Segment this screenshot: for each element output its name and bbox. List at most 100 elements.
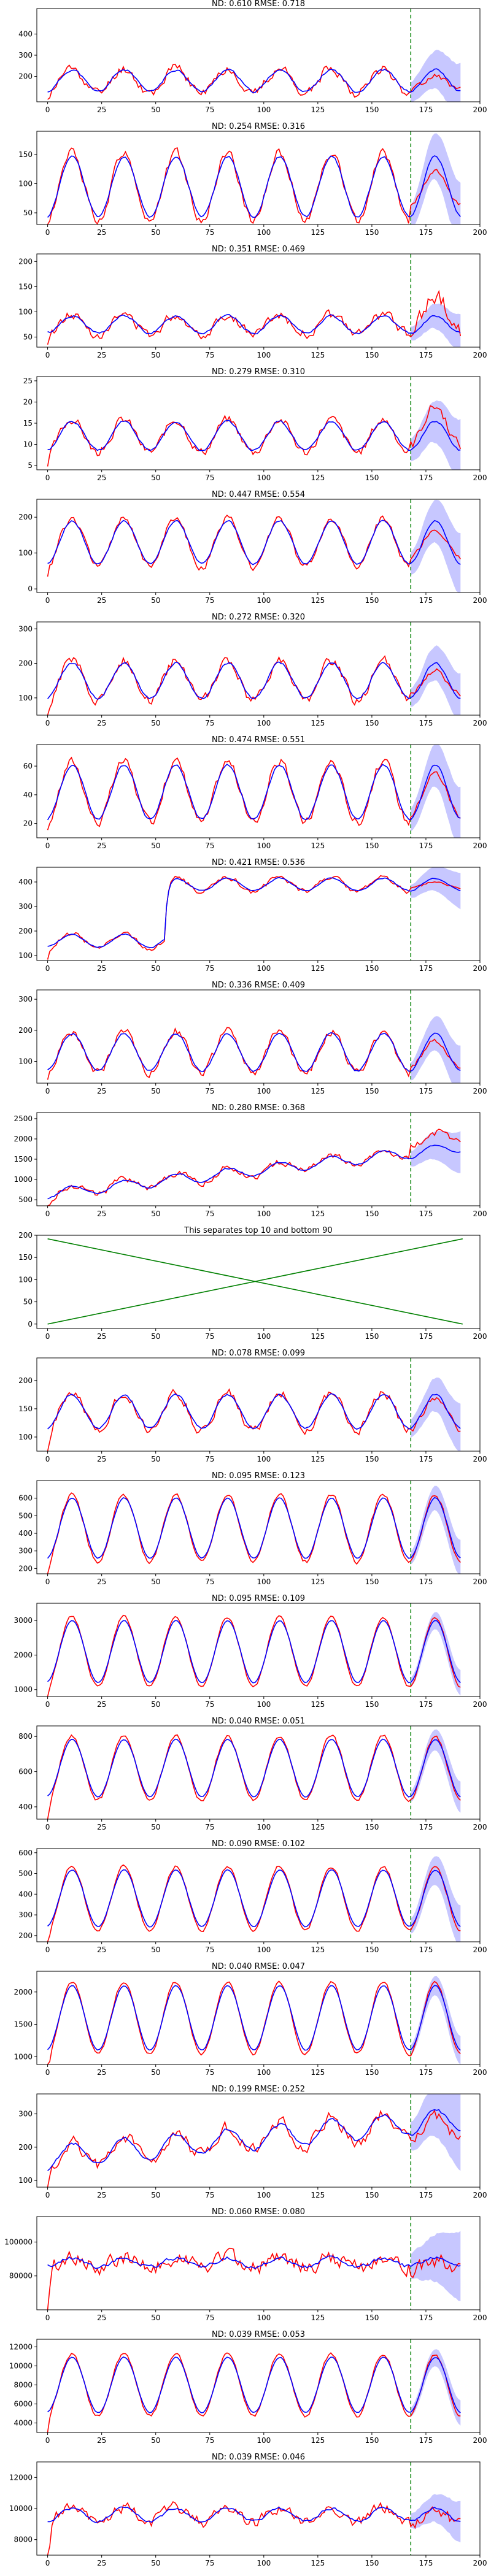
x-tick-label: 0 <box>45 1209 50 1218</box>
x-tick-label: 25 <box>97 2559 106 2567</box>
x-tick-label: 50 <box>151 1332 160 1341</box>
chart-panel-16: ND: 0.090 RMSE: 0.102 0 25 50 75 100 125 150 175… <box>18 1840 487 1954</box>
x-tick-label: 200 <box>473 1577 487 1586</box>
x-tick-label: 100 <box>257 351 271 359</box>
prediction-interval-band <box>411 400 461 470</box>
x-tick-label: 50 <box>151 964 160 973</box>
x-tick-label: 125 <box>311 2436 325 2445</box>
x-tick-label: 0 <box>45 1332 50 1341</box>
x-tick-label: 75 <box>205 1087 214 1095</box>
y-tick-label: 50 <box>23 209 33 217</box>
x-tick-label: 75 <box>205 1209 214 1218</box>
chart-panel-3: ND: 0.351 RMSE: 0.469 0 25 50 75 100 125 150 175… <box>18 245 487 359</box>
x-tick-label: 175 <box>419 105 433 114</box>
x-tick-label: 200 <box>473 1209 487 1218</box>
x-tick-label: 200 <box>473 2436 487 2445</box>
x-tick-label: 0 <box>45 2559 50 2567</box>
prediction-interval-band <box>411 1612 461 1696</box>
plot-frame <box>36 621 481 716</box>
chart-panel-9: ND: 0.336 RMSE: 0.409 0 25 50 75 100 125 150 175… <box>18 981 487 1095</box>
x-tick-label: 100 <box>257 2559 271 2567</box>
chart-title: ND: 0.060 RMSE: 0.080 <box>212 2208 305 2217</box>
chart-panel-20: ND: 0.039 RMSE: 0.053 0 25 50 75 100 125 150 175… <box>9 2331 487 2445</box>
actual-series-line <box>47 1388 461 1452</box>
y-tick-label: 300 <box>18 51 33 59</box>
y-tick-label: 2000 <box>14 1650 33 1659</box>
x-tick-label: 25 <box>97 596 106 605</box>
y-tick-label: 100 <box>18 1057 33 1066</box>
plot-frame <box>36 499 481 593</box>
x-tick-label: 0 <box>45 2436 50 2445</box>
y-tick-label: 500 <box>18 1511 33 1520</box>
chart-title: ND: 0.039 RMSE: 0.053 <box>212 2331 305 2339</box>
x-tick-label: 25 <box>97 1700 106 1709</box>
x-tick-label: 75 <box>205 1700 214 1709</box>
x-tick-label: 0 <box>45 719 50 727</box>
x-tick-label: 100 <box>257 1823 271 1831</box>
prediction-interval-band <box>411 2094 461 2171</box>
y-tick-label: 100 <box>18 1433 33 1441</box>
y-tick-label: 10000 <box>9 2504 33 2513</box>
y-tick-label: 80000 <box>9 2272 33 2280</box>
x-tick-label: 125 <box>311 2559 325 2567</box>
chart-panel-11: This separates top 10 and bottom 90 0 25 50… <box>18 1227 487 1341</box>
x-tick-label: 25 <box>97 1577 106 1586</box>
x-tick-label: 175 <box>419 1700 433 1709</box>
y-tick-label: 400 <box>18 29 33 38</box>
y-tick-label: 60 <box>23 762 33 770</box>
x-tick-label: 50 <box>151 2068 160 2077</box>
x-tick-label: 150 <box>365 964 379 973</box>
chart-panel-15: ND: 0.040 RMSE: 0.051 0 25 50 75 100 125 150 175… <box>18 1717 487 1831</box>
y-tick-label: 200 <box>18 1564 33 1573</box>
x-tick-label: 200 <box>473 841 487 850</box>
x-tick-label: 125 <box>311 1455 325 1463</box>
x-tick-label: 75 <box>205 2313 214 2322</box>
actual-series-line <box>47 1492 461 1574</box>
actual-series-line <box>47 63 461 100</box>
actual-series-line <box>47 514 461 577</box>
x-tick-label: 75 <box>205 2436 214 2445</box>
chart-title: ND: 0.078 RMSE: 0.099 <box>212 1349 305 1358</box>
x-tick-label: 25 <box>97 719 106 727</box>
predicted-series-line <box>47 1144 461 1200</box>
x-tick-label: 125 <box>311 596 325 605</box>
x-tick-label: 0 <box>45 596 50 605</box>
x-tick-label: 175 <box>419 2068 433 2077</box>
y-tick-label: 0 <box>28 585 33 593</box>
actual-series-line <box>47 2109 461 2188</box>
x-tick-label: 150 <box>365 105 379 114</box>
x-tick-label: 50 <box>151 841 160 850</box>
y-tick-label: 15 <box>23 419 33 427</box>
chart-title: This separates top 10 and bottom 90 <box>184 1227 332 1235</box>
chart-panel-4: ND: 0.279 RMSE: 0.310 0 25 50 75 100 125 150 175… <box>23 368 487 482</box>
x-tick-label: 25 <box>97 228 106 237</box>
x-tick-label: 150 <box>365 228 379 237</box>
x-tick-label: 175 <box>419 2436 433 2445</box>
x-tick-label: 125 <box>311 964 325 973</box>
x-tick-label: 0 <box>45 1455 50 1463</box>
x-tick-label: 50 <box>151 1577 160 1586</box>
x-tick-label: 75 <box>205 1823 214 1831</box>
chart-title: ND: 0.040 RMSE: 0.051 <box>212 1717 305 1726</box>
x-tick-label: 150 <box>365 2313 379 2322</box>
x-tick-label: 100 <box>257 2191 271 2199</box>
y-tick-label: 12000 <box>9 2342 33 2351</box>
x-tick-label: 75 <box>205 105 214 114</box>
x-tick-label: 100 <box>257 841 271 850</box>
x-tick-label: 175 <box>419 1945 433 1954</box>
plot-frame <box>36 1235 481 1329</box>
prediction-interval-band <box>411 1485 461 1574</box>
x-tick-label: 125 <box>311 1087 325 1095</box>
predicted-series-line <box>47 2506 461 2523</box>
x-tick-label: 100 <box>257 1332 271 1341</box>
y-tick-label: 1500 <box>14 2020 33 2029</box>
x-tick-label: 125 <box>311 1823 325 1831</box>
x-tick-label: 150 <box>365 841 379 850</box>
prediction-interval-band <box>411 133 461 224</box>
x-tick-label: 50 <box>151 1455 160 1463</box>
y-tick-label: 600 <box>18 1849 33 1857</box>
y-tick-label: 1000 <box>14 1175 33 1184</box>
chart-panel-21: ND: 0.039 RMSE: 0.046 0 25 50 75 100 125 150 175… <box>9 2453 487 2567</box>
chart-title: ND: 0.090 RMSE: 0.102 <box>212 1840 305 1849</box>
x-tick-label: 0 <box>45 473 50 482</box>
